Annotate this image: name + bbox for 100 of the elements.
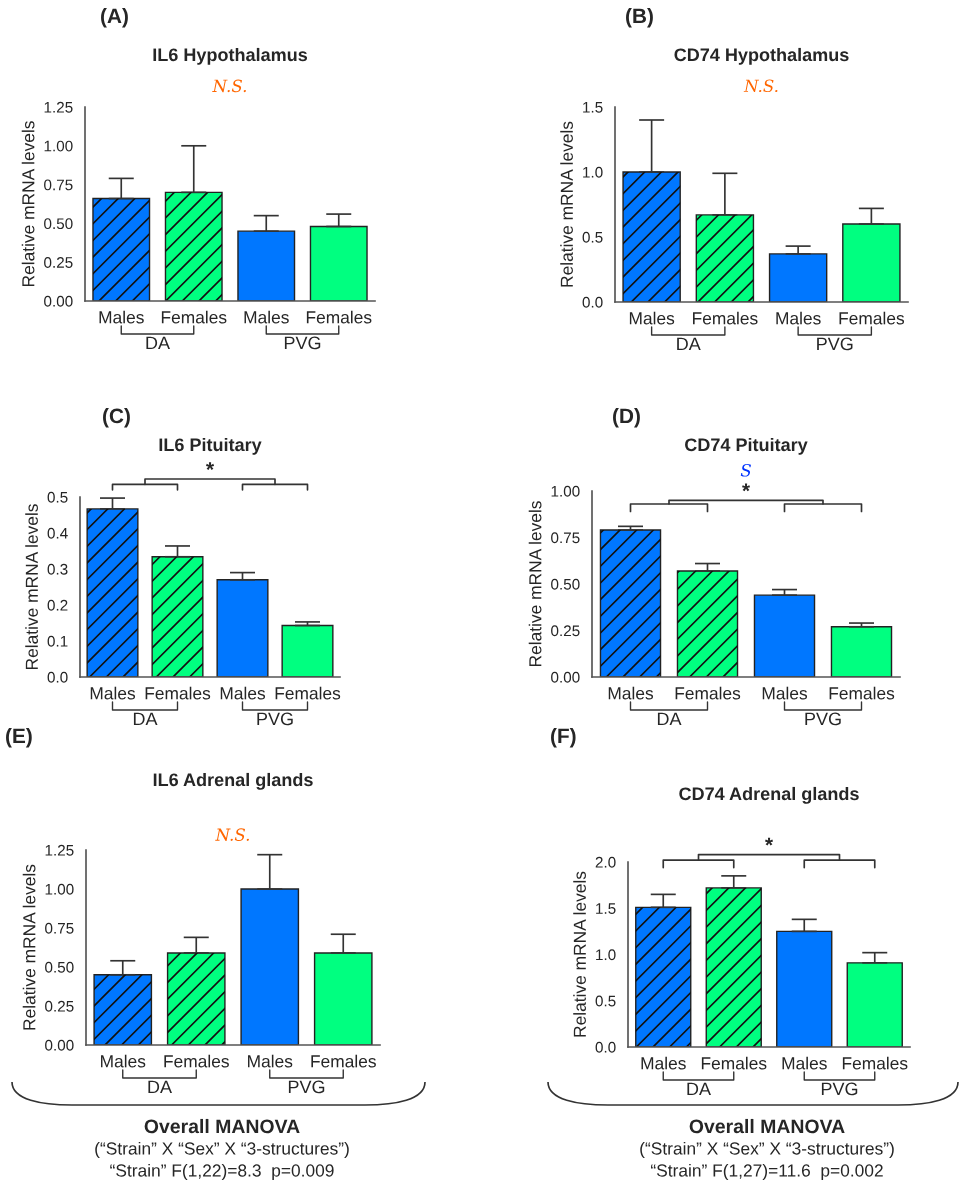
text: S xyxy=(740,464,751,477)
bar xyxy=(830,626,893,677)
y-tick-label: 0.75 xyxy=(551,532,580,544)
text: PVG xyxy=(805,712,841,726)
text: DA xyxy=(687,1082,711,1096)
y-tick-label: 1.25 xyxy=(45,844,74,856)
y-tick-label: 0.2 xyxy=(47,599,68,611)
y-tick-label: 0.50 xyxy=(551,578,580,590)
x-tick-label: Males xyxy=(244,310,289,324)
bar xyxy=(281,624,334,677)
text: Overall MANOVA xyxy=(144,1118,300,1134)
text: PVG xyxy=(284,336,321,350)
bar xyxy=(237,230,296,301)
x-tick-label: Males xyxy=(99,310,144,324)
text: DA xyxy=(657,712,682,726)
annotation: * xyxy=(742,483,751,492)
y-tick-label: 0.00 xyxy=(551,671,580,683)
y-tick-label: 0.0 xyxy=(582,296,603,308)
text: PVG xyxy=(288,1080,325,1094)
x-tick-label: Females xyxy=(839,311,905,325)
y-tick-label: 1.25 xyxy=(44,101,73,113)
text: (B) xyxy=(626,8,653,28)
x-tick-label: Females xyxy=(145,686,211,700)
y-axis-title: Relative mRNA levels xyxy=(560,121,573,287)
y-tick-label: 0.50 xyxy=(44,218,73,230)
x-tick-label: Males xyxy=(629,311,675,325)
y-tick-label: 2.0 xyxy=(595,856,616,868)
x-tick-label: Males xyxy=(248,1054,293,1068)
y-tick-label: 0.75 xyxy=(44,179,73,191)
y-tick-label: 0.50 xyxy=(45,961,74,973)
x-tick-label: Males xyxy=(776,311,821,325)
y-tick-label: 0.25 xyxy=(45,1000,74,1012)
y-tick-label: 1.00 xyxy=(551,485,580,497)
text: (D) xyxy=(613,408,640,428)
x-tick-label: Males xyxy=(762,686,808,700)
x-tick-label: Males xyxy=(220,686,266,700)
text: N.S. xyxy=(215,828,249,841)
y-tick-label: 1.0 xyxy=(583,166,603,178)
text: * xyxy=(206,462,215,470)
chart-title: CD74 Adrenal glands xyxy=(679,786,859,804)
y-tick-label: 0.75 xyxy=(45,922,74,934)
text: DA xyxy=(146,336,170,350)
text: (“Strain” X “Sex” X “3-structures”) xyxy=(640,1141,894,1159)
y-tick-label: 0.25 xyxy=(551,625,580,637)
text: N.S. xyxy=(212,79,246,93)
text: PVG xyxy=(821,1082,858,1096)
y-tick-label: 0.5 xyxy=(582,231,603,243)
x-tick-label: Females xyxy=(275,686,341,700)
chart-title: IL6 Adrenal glands xyxy=(153,772,313,790)
chart-title: CD74 Pituitary xyxy=(685,437,808,455)
text: (F) xyxy=(551,728,576,748)
text: PVG xyxy=(257,712,293,726)
y-tick-label: 0.5 xyxy=(595,995,616,1007)
y-tick-label: 0.0 xyxy=(595,1041,616,1053)
chart-title: IL6 Hypothalamus xyxy=(153,47,308,65)
x-tick-label: Females xyxy=(842,1056,908,1070)
bar xyxy=(753,594,816,677)
y-tick-label: 0.0 xyxy=(47,671,68,683)
y-axis-title: Relative mRNA levels xyxy=(21,121,35,287)
y-tick-label: 0.4 xyxy=(47,527,68,539)
x-tick-label: Females xyxy=(306,310,372,324)
text: (A) xyxy=(101,8,128,28)
x-tick-label: Males xyxy=(782,1056,827,1070)
y-axis-title: Relative mRNA levels xyxy=(25,504,38,670)
text: N.S. xyxy=(743,79,778,93)
y-tick-label: 0.00 xyxy=(45,1039,74,1051)
text: DA xyxy=(677,337,701,351)
x-tick-label: Females xyxy=(829,686,895,700)
x-tick-label: Females xyxy=(311,1054,376,1068)
y-tick-label: 0.00 xyxy=(44,295,73,307)
bar xyxy=(216,579,269,677)
text: “Strain” F(1,27)=11.6 p=0.002 xyxy=(651,1163,883,1181)
text: PVG xyxy=(817,337,853,351)
text: DA xyxy=(148,1080,172,1094)
text: (C) xyxy=(103,408,130,428)
bar xyxy=(776,930,833,1047)
x-tick-label: Males xyxy=(90,686,136,700)
text: (“Strain” X “Sex” X “3-structures”) xyxy=(95,1141,349,1159)
x-tick-label: Females xyxy=(161,310,227,324)
x-tick-label: Males xyxy=(101,1054,146,1068)
y-tick-label: 1.00 xyxy=(44,140,73,152)
x-tick-label: Females xyxy=(675,686,741,700)
y-tick-label: 0.5 xyxy=(47,491,68,503)
y-tick-label: 0.3 xyxy=(47,563,68,575)
bar xyxy=(240,888,300,1045)
text: Overall MANOVA xyxy=(689,1118,845,1134)
y-tick-label: 0.25 xyxy=(44,257,73,268)
y-tick-label: 1.00 xyxy=(45,883,74,895)
x-tick-label: Females xyxy=(693,311,758,325)
y-tick-label: 1.5 xyxy=(596,903,616,914)
y-tick-label: 1.5 xyxy=(583,102,603,113)
x-tick-label: Males xyxy=(641,1056,686,1070)
y-axis-title: Relative mRNA levels xyxy=(22,864,36,1030)
y-tick-label: 0.1 xyxy=(47,635,68,647)
bar xyxy=(313,952,373,1045)
y-axis-title: Relative mRNA levels xyxy=(573,871,586,1037)
bar xyxy=(846,962,903,1047)
bar xyxy=(768,253,828,302)
text: DA xyxy=(133,712,158,726)
x-tick-label: Females xyxy=(701,1056,767,1070)
